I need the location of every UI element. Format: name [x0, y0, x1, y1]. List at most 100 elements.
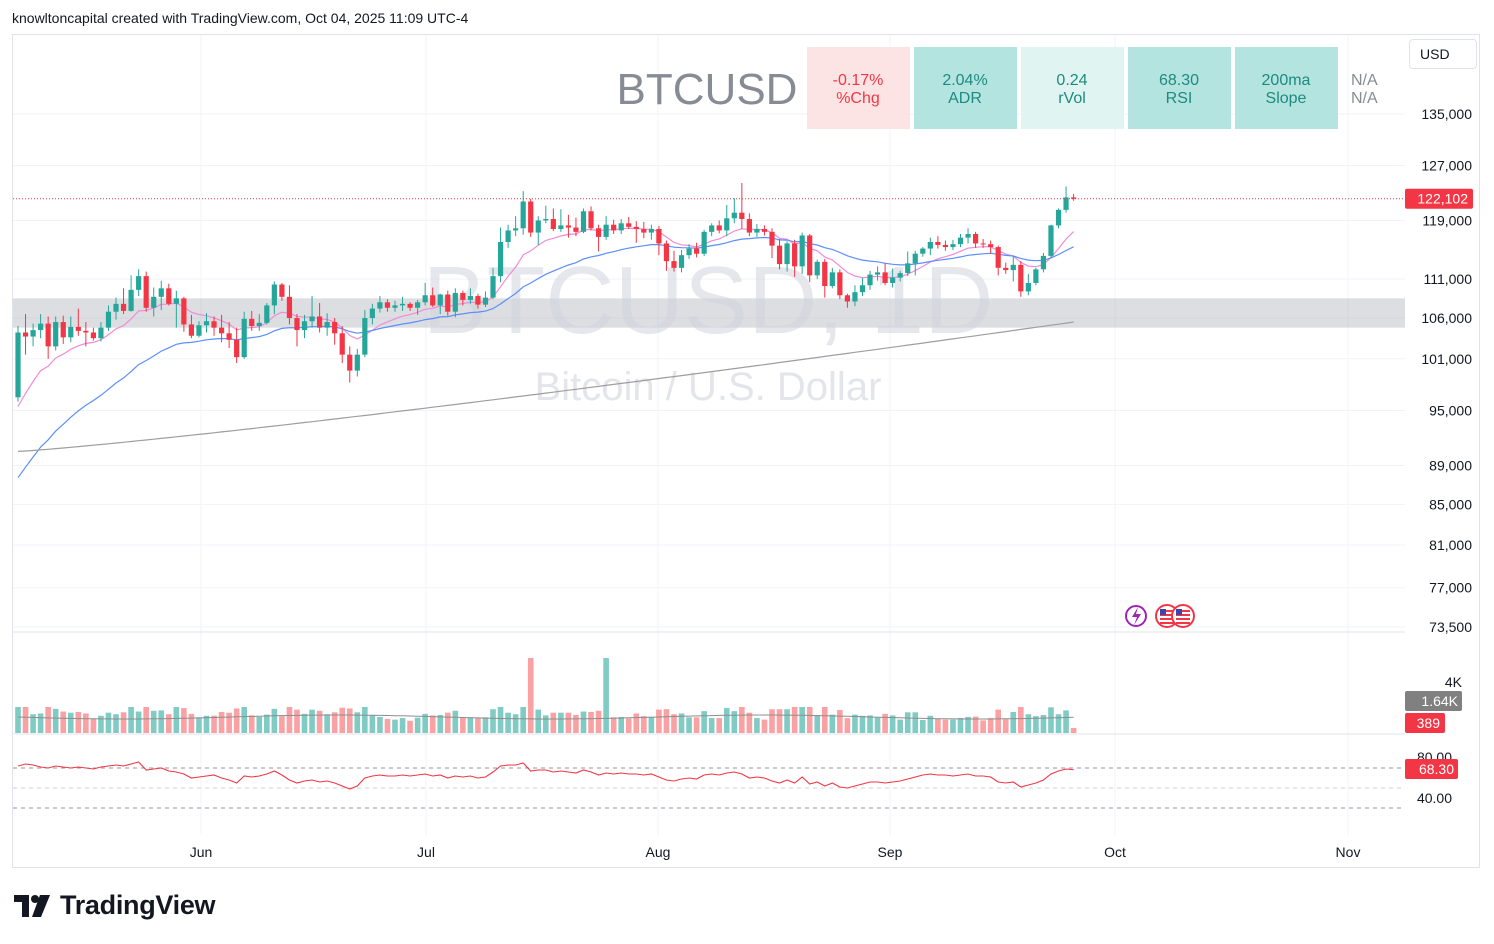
candle: [754, 223, 760, 237]
candle-body: [528, 201, 534, 233]
stat-box: [807, 47, 910, 129]
volume-bar: [588, 711, 594, 733]
candle: [535, 216, 541, 245]
volume-bar: [279, 716, 285, 733]
time-axis-tick: Jun: [190, 844, 213, 860]
currency-button[interactable]: USD: [1409, 39, 1477, 69]
volume-bar: [739, 707, 745, 733]
candle-body: [241, 318, 247, 358]
candle: [890, 268, 896, 288]
volume-average-tag: 1.64K: [1421, 693, 1458, 709]
candle-body: [399, 303, 406, 306]
candle-body: [573, 227, 579, 232]
volume-bar: [248, 715, 255, 733]
time-axis-tick: Oct: [1104, 844, 1126, 860]
volume-average-tag-bg: [1405, 691, 1462, 711]
price-axis-tick: 135,000: [1421, 106, 1472, 122]
volume-bar: [271, 708, 278, 733]
candle-body: [218, 327, 225, 334]
candle-body: [422, 295, 428, 303]
candle: [799, 232, 805, 274]
volume-bar: [301, 713, 308, 733]
candle-body: [60, 322, 66, 338]
stats-panel: -0.17%%Chg2.04%ADR0.24rVol68.30RSI200maS…: [807, 47, 1378, 129]
stat-label: Slope: [1266, 90, 1307, 107]
volume-bar: [384, 718, 391, 733]
candle-body: [972, 234, 979, 244]
event-markers: [1125, 604, 1195, 628]
candle: [249, 310, 255, 331]
lightning-event-icon: [1125, 605, 1147, 627]
candle-body: [565, 225, 572, 228]
candle: [369, 303, 375, 325]
volume-bar: [701, 711, 707, 733]
candle: [776, 239, 783, 270]
candle-body: [407, 303, 413, 308]
candle-body: [1048, 225, 1054, 256]
candle: [60, 315, 66, 344]
candle: [158, 280, 164, 311]
candle-body: [882, 272, 888, 283]
candle: [234, 327, 240, 363]
price-axis-tick: 73,500: [1429, 619, 1472, 635]
volume-bar: [128, 707, 134, 733]
candle-body: [784, 243, 790, 265]
candle: [460, 290, 466, 306]
candle: [897, 270, 903, 282]
volume-bar: [30, 714, 36, 733]
candle: [203, 313, 210, 333]
volume-bar: [437, 715, 444, 733]
price-axis-tick: 101,000: [1421, 351, 1472, 367]
candle-body: [513, 228, 519, 231]
candle: [618, 219, 624, 235]
candle-body: [648, 228, 654, 233]
price-axis-tick: 106,000: [1421, 310, 1472, 326]
candle-body: [136, 276, 142, 290]
candle: [151, 287, 157, 317]
candle-body: [807, 235, 813, 276]
candle: [807, 234, 813, 283]
candle: [633, 221, 639, 243]
time-axis-tick: Sep: [878, 844, 903, 860]
candle: [1033, 267, 1039, 286]
candle-body: [731, 212, 737, 219]
candle-body: [595, 228, 602, 237]
candle: [731, 198, 737, 224]
candle: [113, 297, 119, 320]
volume-bar: [414, 717, 421, 733]
candle-body: [45, 323, 51, 347]
chart-credit: knowltoncapital created with TradingView…: [12, 10, 469, 26]
rsi-axis-tick: 40.00: [1417, 790, 1452, 806]
volume-bar: [1070, 728, 1077, 733]
candle-body: [686, 248, 692, 256]
volume-bar: [181, 708, 187, 733]
candle-body: [301, 321, 308, 331]
candle-body: [867, 274, 873, 286]
tradingview-logo[interactable]: TradingView: [14, 890, 216, 921]
candle: [211, 316, 217, 336]
candle: [844, 293, 850, 308]
volume-bar: [784, 709, 790, 733]
volume-bar: [203, 715, 210, 733]
candle: [75, 308, 81, 336]
volume-bar: [188, 713, 195, 733]
volume-bar: [595, 710, 602, 733]
candle-body: [761, 228, 768, 232]
stat-adr: 2.04%ADR: [914, 47, 1017, 129]
candle-body: [475, 296, 481, 305]
candle-body: [347, 354, 353, 371]
volume-bar: [912, 712, 919, 733]
candle: [53, 316, 59, 351]
volume-bar: [67, 712, 74, 733]
candle-body: [905, 263, 911, 274]
candle-body: [1018, 264, 1024, 292]
volume-bar: [429, 715, 436, 733]
candle-body: [935, 241, 941, 245]
candle-body: [30, 330, 36, 337]
stat-value: 68.30: [1159, 72, 1199, 89]
chart-frame: [12, 34, 1480, 868]
candle: [377, 296, 383, 313]
candle: [942, 240, 949, 251]
